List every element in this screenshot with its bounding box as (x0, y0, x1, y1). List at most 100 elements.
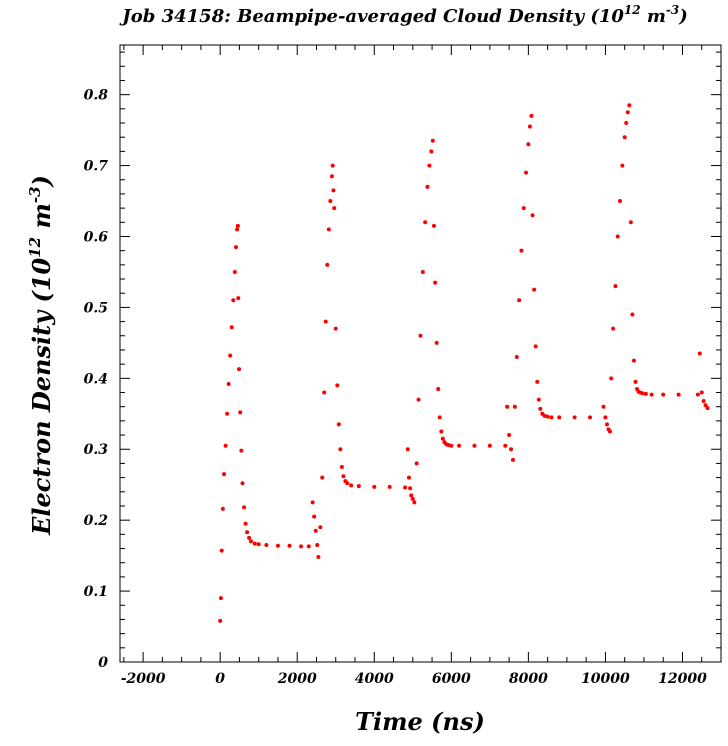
data-point (299, 544, 304, 549)
data-point (247, 535, 252, 540)
data-point (434, 340, 439, 345)
data-point (625, 110, 630, 115)
x-tick-labels: -2000 0 2000 4000 6000 8000 10000 12000 (121, 671, 707, 687)
data-point (245, 530, 250, 535)
data-point (228, 353, 233, 358)
x-tick-label: -2000 (121, 671, 166, 687)
data-point (545, 414, 550, 419)
data-point (235, 223, 240, 228)
data-point (329, 174, 334, 179)
data-point (430, 138, 435, 143)
y-axis-label-mid: m (27, 203, 56, 237)
data-point (287, 543, 292, 548)
data-point (588, 415, 593, 420)
data-point (649, 392, 654, 397)
data-point (312, 514, 317, 519)
data-point (519, 248, 524, 253)
data-point (661, 392, 666, 397)
data-point (220, 506, 225, 511)
data-point (526, 142, 531, 147)
data-point (333, 326, 338, 331)
data-point (507, 433, 512, 438)
data-point (676, 392, 681, 397)
data-point (387, 484, 392, 489)
x-axis-label: Time (ns) (355, 707, 485, 736)
data-point (457, 443, 462, 448)
axis-ticks (120, 45, 722, 663)
data-point (643, 391, 648, 396)
data-point (313, 528, 318, 533)
y-axis-label-exp2: -3 (26, 186, 44, 203)
data-point (223, 443, 228, 448)
data-point (624, 121, 629, 126)
x-tick-label: 2000 (277, 671, 317, 687)
data-point (338, 447, 343, 452)
y-tick-label: 0.1 (84, 584, 108, 600)
x-tick-label: 8000 (509, 671, 548, 687)
data-point (339, 464, 344, 469)
data-point (225, 411, 230, 416)
data-point (332, 206, 337, 211)
x-tick-label: 4000 (355, 671, 394, 687)
data-point (414, 461, 419, 466)
data-point (628, 220, 633, 225)
data-point (406, 475, 411, 480)
data-point (315, 542, 320, 547)
data-point (509, 447, 514, 452)
data-point (622, 135, 627, 140)
data-point (331, 188, 336, 193)
data-point (538, 406, 543, 411)
x-tick-label: 0 (215, 671, 225, 687)
data-point (695, 392, 700, 397)
data-point (427, 163, 432, 168)
data-point (630, 312, 635, 317)
data-point (237, 367, 242, 372)
y-tick-label: 0.3 (84, 442, 109, 458)
y-tick-label: 0.2 (84, 513, 109, 529)
y-axis-label-end: ) (27, 175, 56, 187)
data-point (306, 544, 311, 549)
data-point (238, 410, 243, 415)
data-point (235, 227, 240, 232)
data-point (330, 163, 335, 168)
data-point (608, 429, 613, 434)
data-point (431, 223, 436, 228)
data-point (429, 149, 434, 154)
data-point (320, 475, 325, 480)
data-point (218, 596, 223, 601)
data-point (535, 379, 540, 384)
data-point (487, 443, 492, 448)
data-point (524, 170, 529, 175)
data-point (316, 555, 321, 560)
data-point (409, 493, 414, 498)
y-axis-label: Electron Density (1012 m-3) (26, 175, 56, 536)
chart-title: Job 34158: Beampipe-averaged Cloud Densi… (119, 3, 688, 27)
data-point (326, 227, 331, 232)
data-point (615, 234, 620, 239)
y-tick-label: 0 (98, 655, 108, 671)
data-point (420, 269, 425, 274)
plot-frame (119, 44, 722, 663)
data-point (437, 415, 442, 420)
data-point (572, 415, 577, 420)
data-point (613, 284, 618, 289)
data-point (530, 213, 535, 218)
data-point (436, 386, 441, 391)
data-point (449, 443, 454, 448)
data-point (418, 333, 423, 338)
data-point (557, 415, 562, 420)
data-point (505, 404, 510, 409)
data-point (310, 500, 315, 505)
data-point (517, 298, 522, 303)
y-axis-label-exp1: 12 (26, 237, 44, 258)
data-point (532, 287, 537, 292)
data-point (439, 429, 444, 434)
data-point (322, 390, 327, 395)
data-point (232, 269, 237, 274)
data-point (533, 344, 538, 349)
data-point (627, 103, 632, 108)
data-point (219, 548, 224, 553)
data-points (218, 103, 710, 623)
data-point (242, 505, 247, 510)
